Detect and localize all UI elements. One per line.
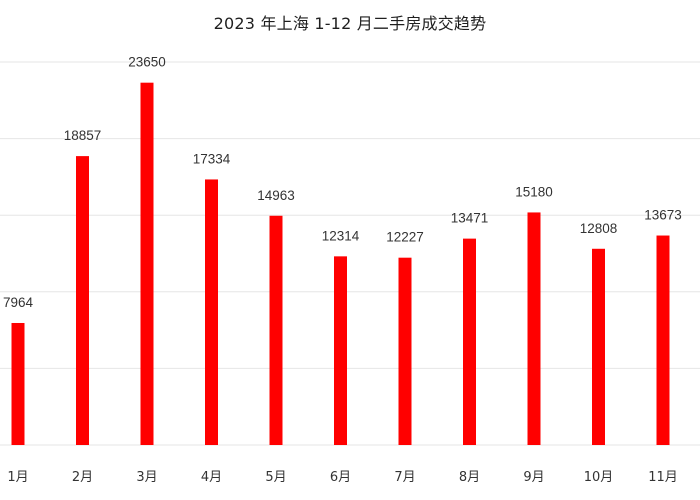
x-tick-label-2: 2月: [72, 470, 93, 485]
bar-2: [76, 156, 89, 445]
bar-11: [656, 235, 670, 445]
x-tick-label-3: 3月: [136, 470, 157, 485]
bar-5: [269, 215, 283, 445]
value-label-2: 18857: [64, 128, 102, 143]
value-label-4: 17334: [193, 151, 231, 166]
bar-8: [463, 238, 476, 445]
bar-9: [527, 212, 541, 445]
x-tick-label-11: 11月: [648, 470, 678, 485]
x-tick-label-9: 9月: [523, 470, 544, 485]
value-label-5: 14963: [257, 188, 295, 203]
value-label-10: 12808: [580, 221, 618, 236]
value-label-6: 12314: [322, 228, 360, 243]
bar-7: [398, 257, 412, 445]
value-label-7: 12227: [386, 230, 424, 245]
x-tick-label-4: 4月: [201, 470, 222, 485]
bar-3: [140, 82, 154, 445]
x-tick-label-6: 6月: [330, 470, 351, 485]
x-tick-label-7: 7月: [394, 470, 415, 485]
bar-1: [11, 322, 25, 445]
value-label-8: 13471: [451, 211, 489, 226]
value-label-9: 15180: [515, 184, 553, 199]
value-label-3: 23650: [128, 55, 166, 70]
bar-4: [205, 179, 218, 445]
value-label-11: 13673: [644, 208, 682, 223]
value-label-1: 7964: [3, 295, 34, 310]
x-tick-label-5: 5月: [265, 470, 286, 485]
bar-6: [334, 256, 347, 445]
x-tick-label-10: 10月: [584, 470, 614, 485]
x-tick-label-8: 8月: [459, 470, 480, 485]
chart-title: 2023 年上海 1-12 月二手房成交趋势: [213, 14, 487, 33]
bar-10: [592, 248, 605, 445]
x-tick-label-1: 1月: [7, 470, 28, 485]
